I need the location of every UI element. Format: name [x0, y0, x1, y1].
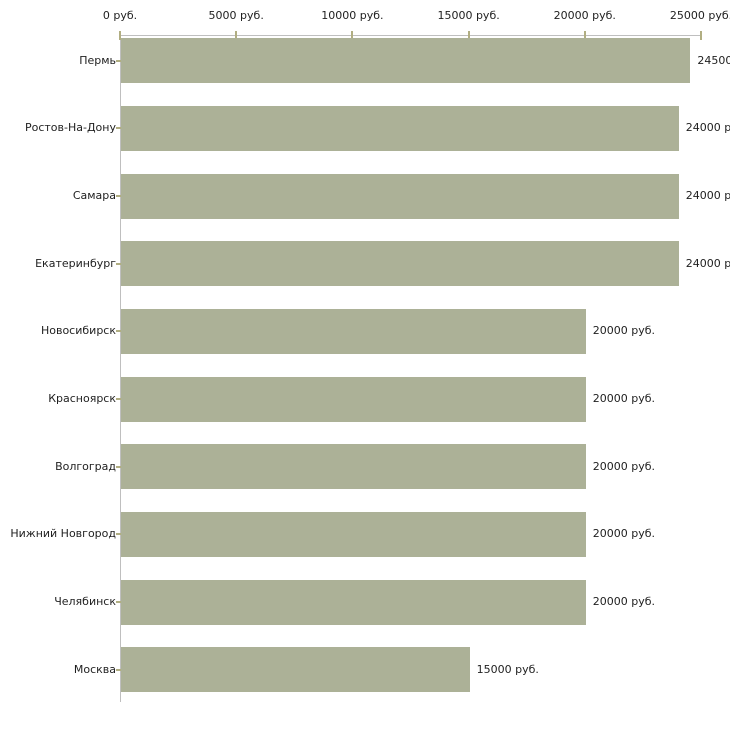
value-label: 15000 руб.: [476, 662, 539, 676]
category-label: Пермь: [79, 53, 116, 67]
value-label: 20000 руб.: [592, 392, 656, 406]
value-label: 20000 руб.: [592, 324, 656, 338]
category-label: Челябинск: [54, 595, 116, 608]
bar: [121, 511, 586, 557]
value-label: 20000 руб.: [592, 595, 656, 608]
value-label: 24500 руб.: [697, 53, 730, 67]
y-axis-tick-mark: [116, 262, 121, 265]
bar: [121, 241, 679, 287]
x-axis-tick-mark: [235, 31, 238, 40]
x-axis-tick-label: 10000 руб.: [321, 9, 384, 22]
bar: [121, 444, 586, 490]
category-label: Волгоград: [55, 459, 116, 473]
x-axis-tick-label: 20000 руб.: [553, 9, 616, 22]
category-label: Новосибирск: [40, 324, 116, 338]
category-label: Москва: [73, 662, 116, 676]
y-axis-tick-mark: [116, 465, 121, 468]
y-axis-tick-mark: [116, 668, 121, 671]
x-axis-tick-mark: [119, 31, 121, 40]
bar: [121, 579, 586, 625]
category-label: Красноярск: [48, 392, 116, 406]
bar: [121, 376, 586, 422]
category-label: Екатеринбург: [35, 256, 116, 270]
y-axis-tick-mark: [116, 59, 121, 62]
bar: [121, 647, 470, 693]
y-axis-tick-mark: [116, 533, 121, 536]
x-axis-tick-label: 25000 руб.: [669, 9, 730, 22]
value-label: 24000 руб.: [685, 189, 730, 203]
bar: [121, 308, 586, 354]
x-axis-tick-mark: [700, 31, 702, 40]
value-label: 24000 руб.: [685, 121, 730, 135]
y-axis-tick-mark: [116, 330, 121, 333]
x-axis-tick-label: 15000 руб.: [437, 9, 500, 22]
y-axis-tick-mark: [116, 127, 121, 130]
y-axis-tick-mark: [116, 195, 121, 198]
y-axis-tick-mark: [116, 601, 121, 603]
x-axis-tick-label: 5000 руб.: [208, 9, 264, 22]
category-label: Самара: [72, 189, 116, 203]
value-label: 20000 руб.: [592, 459, 656, 473]
bar: [121, 105, 679, 151]
bar: [121, 173, 679, 219]
x-axis-tick-mark: [351, 31, 354, 40]
x-axis-line: [120, 35, 702, 36]
x-axis-tick-mark: [583, 31, 586, 40]
category-label: Нижний Новгород: [10, 527, 116, 541]
y-axis-tick-mark: [116, 398, 121, 401]
value-label: 20000 руб.: [592, 527, 656, 541]
bar: [121, 38, 691, 84]
category-label: Ростов-На-Дону: [24, 121, 116, 135]
value-label: 24000 руб.: [685, 256, 730, 270]
x-axis-tick-mark: [467, 31, 470, 40]
x-axis-tick-label: 0 руб.: [102, 9, 138, 22]
y-axis-line: [120, 35, 121, 702]
